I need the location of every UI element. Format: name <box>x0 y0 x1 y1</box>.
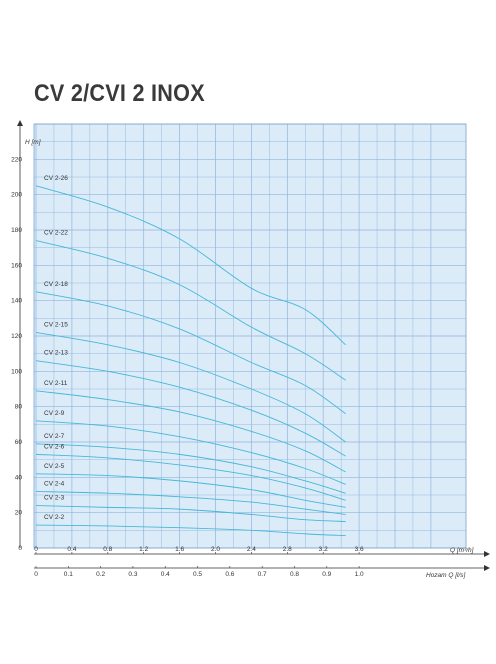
curve-line <box>35 443 346 494</box>
curve-line <box>35 332 346 443</box>
x2-tick-label: 0.5 <box>193 571 202 578</box>
x-axis-label: Q [m³/h] <box>450 547 474 554</box>
curve-label: CV 2-5 <box>44 463 65 470</box>
y-axis-label: H [m] <box>25 139 41 146</box>
x2-tick-label: 0.6 <box>225 571 234 578</box>
y-tick-label: 100 <box>11 368 22 375</box>
x-tick-label: 1.6 <box>175 546 184 553</box>
y-axis-arrow-icon <box>17 120 23 126</box>
curve-label: CV 2-4 <box>44 480 65 487</box>
x-tick-label: 0.8 <box>103 546 112 553</box>
curve-label: CV 2-3 <box>44 495 65 502</box>
curve-label: CV 2-15 <box>44 321 68 328</box>
plot-border <box>33 123 467 549</box>
curve-label: CV 2-6 <box>44 443 65 450</box>
x-tick-label: 2.8 <box>283 546 292 553</box>
x-axis-arrow-icon <box>484 551 490 557</box>
curve-label: CV 2-7 <box>44 433 65 440</box>
x-tick-label: 1.2 <box>139 546 148 553</box>
y-tick-label: 80 <box>15 404 23 411</box>
x2-tick-label: 0.8 <box>290 571 299 578</box>
curve-line <box>35 240 346 381</box>
curve-label: CV 2-9 <box>44 410 65 417</box>
curve-label: CV 2-22 <box>44 230 68 237</box>
curve-line <box>35 473 346 508</box>
y-tick-label: 20 <box>15 510 23 517</box>
x2-tick-label: 0.7 <box>258 571 267 578</box>
y-tick-label: 60 <box>15 439 23 446</box>
curve-line <box>35 524 346 537</box>
y-tick-label: 180 <box>11 227 22 234</box>
curve-label: CV 2-13 <box>44 350 68 357</box>
x2-tick-label: 0.9 <box>322 571 331 578</box>
x2-axis-arrow-icon <box>484 565 490 571</box>
curve-label: CV 2-2 <box>44 514 65 521</box>
x2-tick-label: 0.4 <box>161 571 170 578</box>
curve-label: CV 2-26 <box>44 175 68 182</box>
x-tick-label: 2.4 <box>247 546 256 553</box>
curve-line <box>35 420 346 485</box>
page-title: CV 2/CVI 2 INOX <box>34 80 205 107</box>
curve-line <box>35 291 346 415</box>
curve-line <box>35 505 346 522</box>
y-tick-label: 40 <box>15 474 23 481</box>
x2-tick-label: 0 <box>34 571 38 578</box>
x2-axis-label: Hozam Q [l/s] <box>426 572 466 579</box>
x2-tick-label: 1.0 <box>355 571 364 578</box>
y-tick-label: 140 <box>11 298 22 305</box>
y-tick-label: 160 <box>11 262 22 269</box>
curve-line <box>35 185 346 346</box>
x-tick-label: 3.2 <box>319 546 328 553</box>
curve-line <box>35 453 346 501</box>
x-tick-label: 0 <box>34 546 38 553</box>
y-tick-label: 0 <box>18 545 22 552</box>
curve-label: CV 2-11 <box>44 380 68 387</box>
curve-line <box>35 360 346 457</box>
y-tick-label: 220 <box>11 156 22 163</box>
y-tick-label: 200 <box>11 192 22 199</box>
curve-line <box>35 491 346 515</box>
curve-line <box>35 390 346 473</box>
x2-tick-label: 0.2 <box>96 571 105 578</box>
curve-label: CV 2-18 <box>44 281 68 288</box>
x2-tick-label: 0.1 <box>64 571 73 578</box>
x-tick-label: 0.4 <box>67 546 76 553</box>
x2-tick-label: 0.3 <box>128 571 137 578</box>
x-tick-label: 2.0 <box>211 546 220 553</box>
x-tick-label: 3.6 <box>355 546 364 553</box>
y-tick-label: 120 <box>11 333 22 340</box>
